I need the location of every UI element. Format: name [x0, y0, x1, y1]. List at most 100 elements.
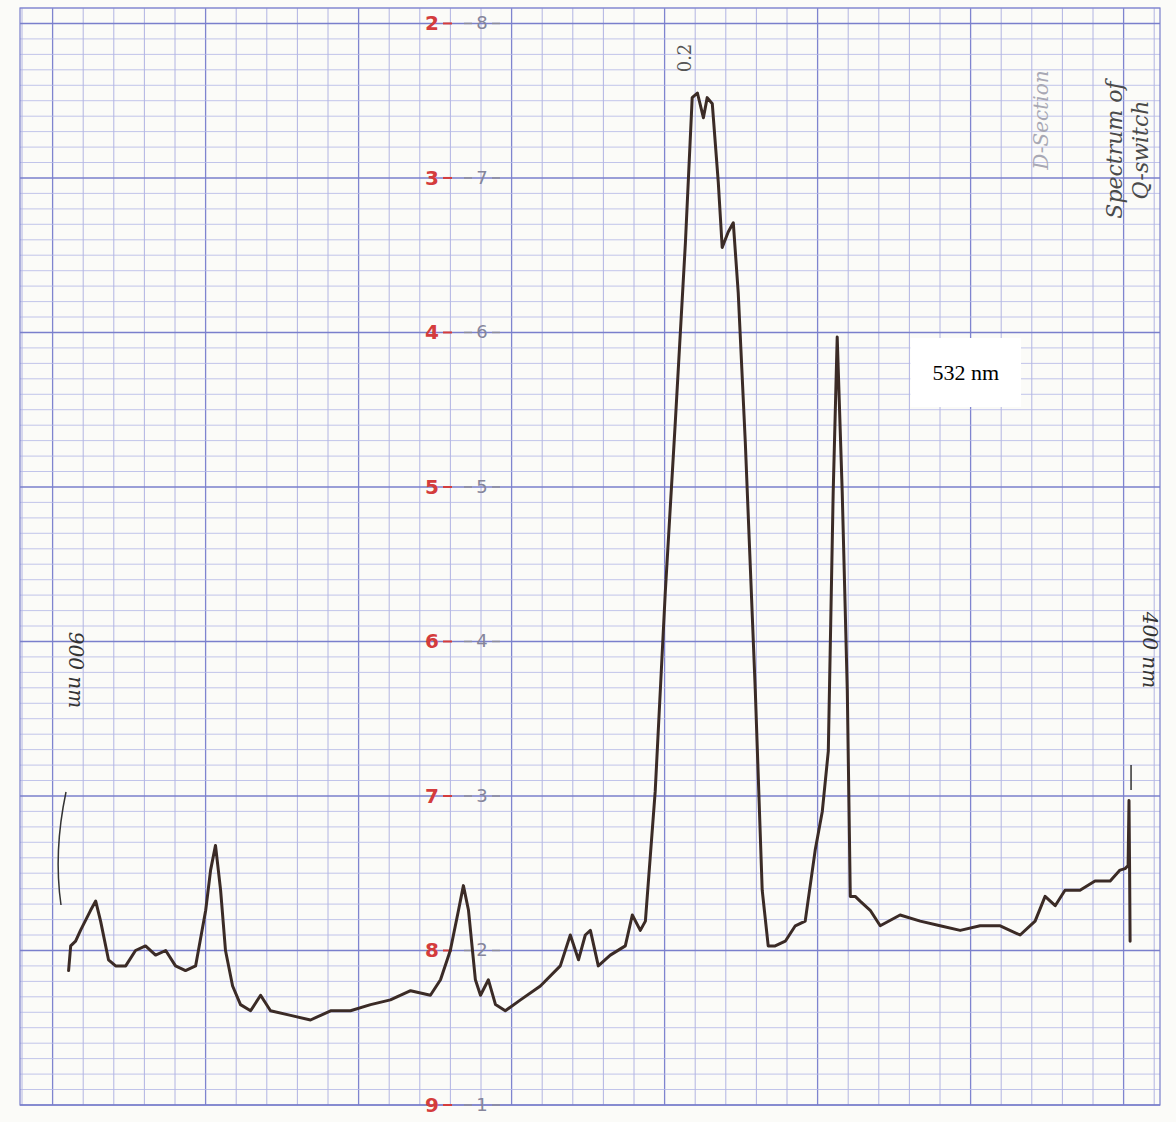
- paper-line: [695, 8, 696, 1105]
- paper-line: [20, 100, 1160, 101]
- paper-line: [20, 193, 1160, 194]
- y2-tick-label: 3: [425, 166, 439, 190]
- paper-line: [20, 687, 1160, 688]
- paper-line: [20, 85, 1160, 86]
- paper-line: [20, 239, 1160, 240]
- grid-line: [20, 641, 1160, 642]
- paper-line: [20, 734, 1160, 735]
- y-axis: 12345678: [464, 12, 500, 1115]
- paper-line: [20, 780, 1160, 781]
- paper-line: [664, 8, 665, 1105]
- y2-tick-label: 9: [425, 1093, 439, 1117]
- label-box: [910, 338, 1021, 407]
- paper-line: [358, 8, 359, 1105]
- y-tick: [492, 795, 500, 797]
- grid-line: [20, 486, 1160, 487]
- y-tick-label: 1: [476, 1094, 487, 1115]
- paper-line: [20, 610, 1160, 611]
- trace: [69, 93, 1131, 1020]
- paper-line: [20, 301, 1160, 302]
- paper-line: [389, 8, 390, 1105]
- y2-tick-label: 2: [425, 11, 439, 35]
- marker-line: [1130, 765, 1132, 790]
- y-tick-label: 3: [476, 785, 487, 806]
- paper-line: [20, 440, 1160, 441]
- paper-line: [20, 981, 1160, 982]
- y2-tick: [443, 1104, 452, 1106]
- annotation: Q-switch: [1128, 101, 1153, 200]
- annotation: 532 nm: [932, 360, 999, 385]
- paper-line: [175, 8, 176, 1105]
- paper-line: [848, 8, 849, 1105]
- y2-tick-label: 7: [425, 784, 439, 808]
- y2-tick: [443, 640, 452, 642]
- paper-line: [970, 8, 971, 1105]
- annotation: Spectrum of: [1102, 78, 1127, 219]
- paper-line: [20, 548, 1160, 549]
- y2-tick: [443, 795, 452, 797]
- paper-line: [20, 965, 1160, 966]
- paper-line: [1093, 8, 1094, 1105]
- paper-line: [20, 1027, 1160, 1028]
- paper-line: [20, 471, 1160, 472]
- y2-tick-label: 6: [425, 629, 439, 653]
- bracket: [58, 792, 66, 905]
- paper-line: [20, 826, 1160, 827]
- y2-tick-label: 4: [425, 320, 439, 344]
- y-tick: [464, 641, 472, 643]
- grid-line: [20, 177, 1160, 178]
- paper-line: [20, 919, 1160, 920]
- paper-line: [20, 703, 1160, 704]
- y-tick: [492, 332, 500, 334]
- paper-line: [20, 579, 1160, 580]
- y-tick: [492, 1104, 500, 1106]
- paper-line: [725, 8, 726, 1105]
- paper-line: [1154, 8, 1155, 1105]
- annotation: 900 nm: [64, 632, 88, 708]
- paper-line: [20, 626, 1160, 627]
- paper-line: [20, 1043, 1160, 1044]
- grid-line: [20, 795, 1160, 796]
- y-tick-label: 6: [476, 321, 487, 342]
- paper-line: [20, 162, 1160, 163]
- paper-line: [20, 996, 1160, 997]
- paper: [0, 0, 1176, 1122]
- paper-line: [328, 8, 329, 1105]
- y-tick-label: 2: [476, 939, 487, 960]
- grid: [20, 8, 1160, 1105]
- paper-line: [756, 8, 757, 1105]
- paper-line: [940, 8, 941, 1105]
- paper-line: [511, 8, 512, 1105]
- paper-line: [20, 595, 1160, 596]
- paper-line: [20, 857, 1160, 858]
- y2-tick: [443, 331, 452, 333]
- paper-line: [634, 8, 635, 1105]
- y2-tick-label: 8: [425, 938, 439, 962]
- paper-line: [1062, 8, 1063, 1105]
- y-tick: [464, 1104, 472, 1106]
- paper-line: [1031, 8, 1032, 1105]
- paper-line: [20, 564, 1160, 565]
- paper-line: [450, 8, 451, 1105]
- paper-line: [20, 208, 1160, 209]
- y-tick: [464, 486, 472, 488]
- paper-line: [20, 749, 1160, 750]
- paper-line: [20, 456, 1160, 457]
- y-tick-label: 7: [476, 167, 487, 188]
- paper-line: [20, 502, 1160, 503]
- paper-line: [113, 8, 114, 1105]
- paper-line: [20, 317, 1160, 318]
- y-tick: [492, 177, 500, 179]
- paper-line: [20, 54, 1160, 55]
- paper-line: [20, 409, 1160, 410]
- y-tick-label: 5: [476, 476, 487, 497]
- paper-line: [20, 69, 1160, 70]
- annotations: 900 nm400 nm532 nm0.2D-SectionSpectrum o…: [64, 44, 1161, 790]
- paper-line: [20, 718, 1160, 719]
- grid-line: [20, 332, 1160, 333]
- y-tick: [464, 332, 472, 334]
- paper-line: [878, 8, 879, 1105]
- y2-tick: [443, 177, 452, 179]
- paper-line: [20, 533, 1160, 534]
- paper-line: [52, 8, 53, 1105]
